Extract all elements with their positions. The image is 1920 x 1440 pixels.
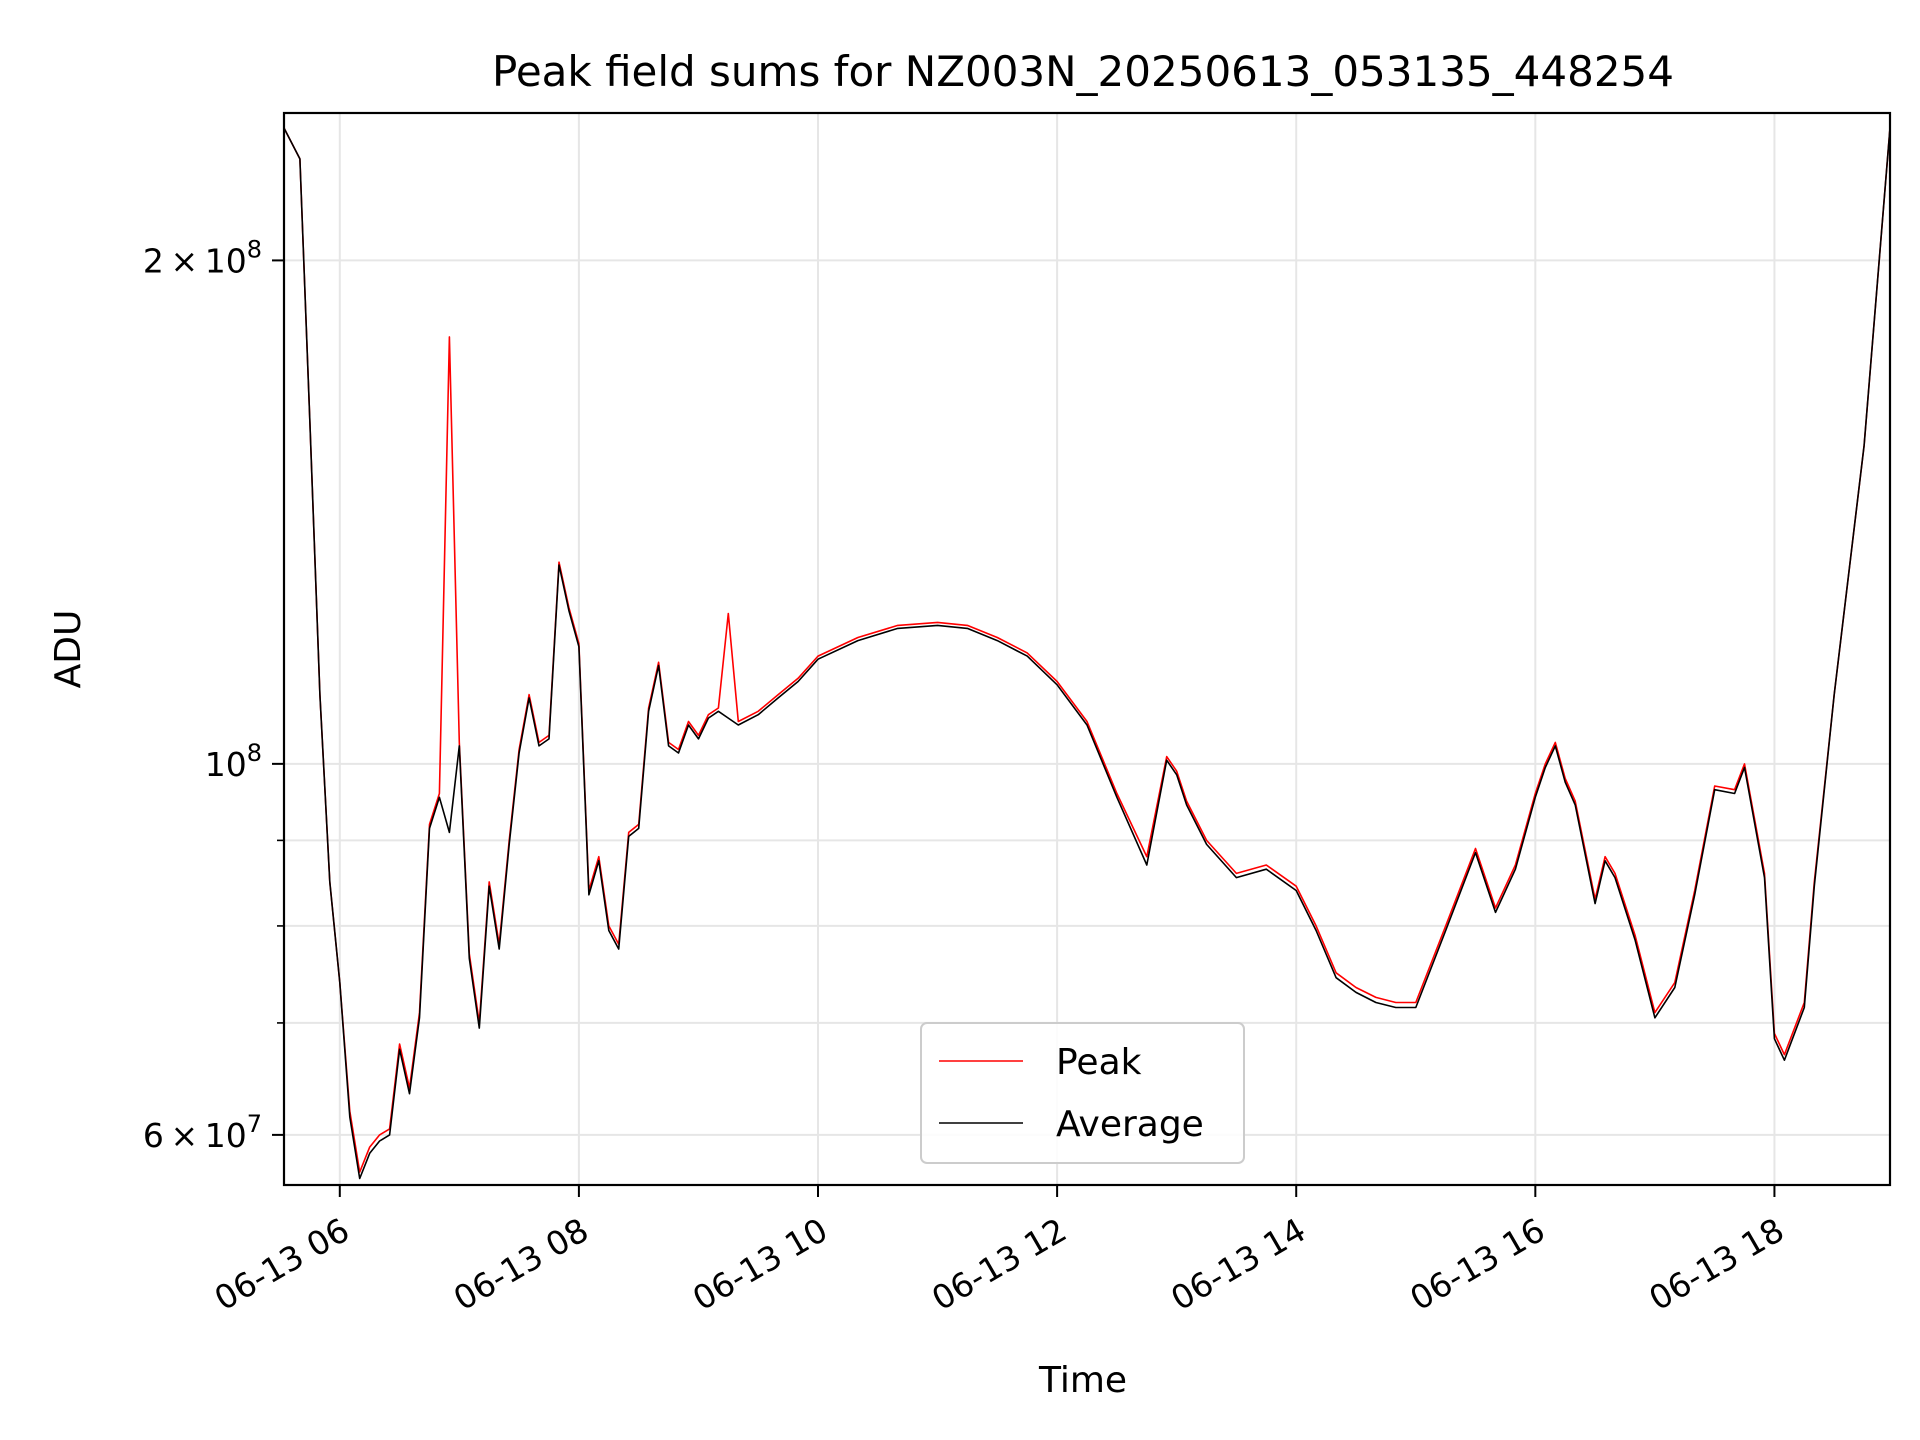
legend-label-average: Average — [1056, 1104, 1204, 1145]
y-tick-label: 6 × 107 — [143, 1110, 262, 1155]
legend-label-peak: Peak — [1056, 1042, 1142, 1083]
y-tick-label: 108 — [205, 739, 262, 784]
y-axis-label: ADU — [48, 610, 89, 689]
series-line-peak — [283, 127, 1891, 1173]
y-axis-ticks: 6 × 107 108 2 × 108 — [143, 235, 284, 1155]
x-axis-label: Time — [1038, 1360, 1127, 1401]
plot-frame — [282, 111, 1892, 1187]
chart-title: Peak field sums for NZ003N_20250613_0531… — [492, 47, 1674, 96]
grid — [284, 113, 1890, 1185]
series-layer — [283, 127, 1891, 1180]
legend: Peak Average — [920, 1022, 1245, 1164]
legend-box — [920, 1022, 1245, 1164]
series-line-average — [283, 127, 1891, 1180]
y-tick-label: 2 × 108 — [143, 235, 262, 280]
